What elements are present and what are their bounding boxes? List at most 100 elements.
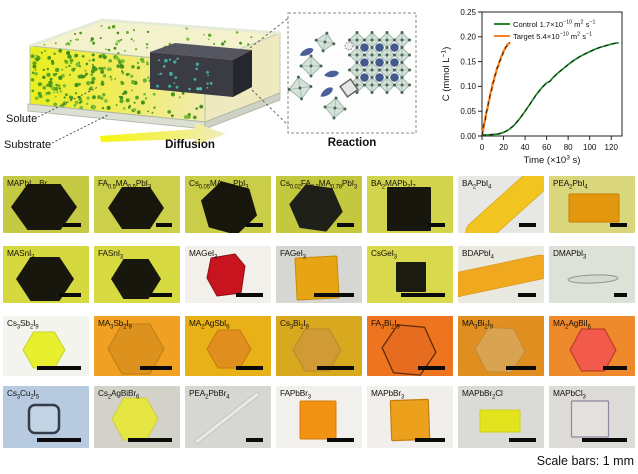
crystal-shape <box>206 253 246 297</box>
scale-bar <box>236 366 263 370</box>
scale-bar <box>63 223 81 227</box>
series-line <box>482 41 619 136</box>
scale-bar <box>150 293 172 297</box>
crystal-shape <box>479 409 521 433</box>
crystal-tile: FAGeI3 <box>276 246 362 303</box>
scale-bar <box>59 293 81 297</box>
diffusion-schematic: Solute Substrate Diffusion <box>0 0 292 170</box>
diffusion-label: Diffusion <box>165 139 215 151</box>
crystal-formula: MAPbBr2Cl <box>462 388 503 401</box>
crystal-formula: CsGeI3 <box>371 248 397 261</box>
scale-bar <box>317 366 354 370</box>
reacting-particles <box>156 57 213 91</box>
crystal-tile: MAPbBr3 <box>367 386 453 448</box>
crystal-formula: MA2AgBiI6 <box>553 318 591 331</box>
crystal-shape <box>194 392 260 444</box>
crystal-tile: Cs0.05MA0.95PbI3 <box>185 176 271 233</box>
reaction-inset-illustration <box>287 12 417 134</box>
crystal-formula: MAPbI2.8Br0.2 <box>7 178 55 191</box>
crystal-formula: MAPbCl3 <box>553 388 586 401</box>
solute-particles <box>30 25 253 120</box>
y-tick-label: 0.05 <box>460 107 476 116</box>
crystal-shape <box>294 255 340 301</box>
scale-bar <box>509 438 536 442</box>
reaction-label: Reaction <box>327 137 377 149</box>
scale-bar <box>314 293 354 297</box>
crystal-shape <box>27 403 61 435</box>
attaching-octahedron-icon <box>339 78 359 98</box>
scale-bar <box>246 223 263 227</box>
series-line <box>480 41 511 136</box>
crystal-shape <box>292 328 342 372</box>
crystal-shape <box>387 187 431 231</box>
crystal-shape <box>474 326 526 374</box>
crystal-formula: MA3Sb2I9 <box>98 318 132 331</box>
y-tick-label: 0.20 <box>460 33 476 42</box>
crystal-tile: MA3Bi2I9 <box>458 316 544 376</box>
scale-bar <box>603 366 627 370</box>
crystal-tile: MA2AgSbI6 <box>185 316 271 376</box>
crystal-formula: Cs2AgBiBr6 <box>98 388 140 401</box>
crystal-tile: CsGeI3 <box>367 246 453 303</box>
a-site-cation-icon <box>390 43 399 52</box>
octahedron-icon <box>378 61 396 79</box>
ion-teardrop-icon <box>324 70 339 78</box>
solute-label: Solute <box>6 113 37 125</box>
octahedron-icon <box>348 61 366 79</box>
crystal-formula: Cs3Bi2I9 <box>280 318 309 331</box>
solute-leader-line <box>37 86 99 118</box>
crystal-formula: MASnI3 <box>7 248 35 261</box>
crystal-tile: PEA2PbI4 <box>549 176 635 233</box>
crystal-tile: Cs3Sb2I9 <box>3 316 89 376</box>
scale-bar <box>518 293 536 297</box>
crystal-tile: MAPbCl3 <box>549 386 635 448</box>
legend-entry: Target 5.4×10−10 m2 s−1 <box>513 32 592 42</box>
crystal-formula: Cs3Sb2I9 <box>7 318 39 331</box>
octahedron-icon <box>363 61 381 79</box>
crystal-formula: FA0.5MA0.5PbI3 <box>98 178 152 191</box>
crystal-shape <box>111 259 161 299</box>
ion-teardrop-icon <box>299 47 314 56</box>
a-site-cation-icon <box>390 73 399 82</box>
crystal-formula: FASnI3 <box>98 248 124 261</box>
crystal-tile: MAGeI3 <box>185 246 271 303</box>
octahedron-icon <box>314 31 336 53</box>
a-site-cation-icon <box>360 58 369 67</box>
scale-bar <box>582 438 627 442</box>
x-axis-label: Time (×103 s) <box>524 155 581 167</box>
chart-canvas: 0.00 0.05 0.10 0.15 0.20 0.25 0 20 40 60 80 100 120 C… <box>441 8 623 167</box>
crystal-formula: BA2PbI4 <box>462 178 492 191</box>
y-tick-label: 0.15 <box>460 57 476 66</box>
crystal-shape <box>396 262 426 292</box>
crystal-shape <box>570 400 610 438</box>
octahedron-icon <box>378 76 396 94</box>
scale-bar <box>614 293 627 297</box>
crystal-tile: BDAPbI4 <box>458 246 544 303</box>
octahedron-icon <box>363 31 381 49</box>
y-axis-label: C (mmol L−1) <box>441 47 453 102</box>
plot-frame <box>481 11 623 137</box>
crystal-shape <box>567 274 619 284</box>
scale-bar <box>337 223 354 227</box>
x-tick-label: 20 <box>499 143 508 152</box>
crystal-formula: FA3Bi2I9 <box>371 318 400 331</box>
crystal-tile: FA0.5MA0.5PbI3 <box>94 176 180 233</box>
crystal-shape <box>11 184 77 230</box>
y-tick-label: 0.10 <box>460 82 476 91</box>
crystal-tile: FAPbBr3 <box>276 386 362 448</box>
diffusion-box-illustration: Solute Substrate Diffusion <box>4 15 292 151</box>
crystal-formula: FAGeI3 <box>280 248 306 261</box>
fit-line-dashed <box>481 42 511 136</box>
a-site-cation-icon <box>360 43 369 52</box>
substrate-label: Substrate <box>4 139 51 151</box>
crystal-tile: BA2MAPb2I7 <box>367 176 453 233</box>
scale-bar <box>140 366 172 370</box>
y-tick-label: 0.25 <box>460 8 476 17</box>
a-site-cation-icon <box>360 73 369 82</box>
glass-rim <box>29 18 281 48</box>
x-tick-label: 80 <box>564 143 573 152</box>
crystal-formula: MA2AgSbI6 <box>189 318 230 331</box>
diffusion-arrow <box>100 123 226 145</box>
a-site-cation-icon <box>375 73 384 82</box>
crystal-formula: Cs3Cu2I5 <box>7 388 39 401</box>
